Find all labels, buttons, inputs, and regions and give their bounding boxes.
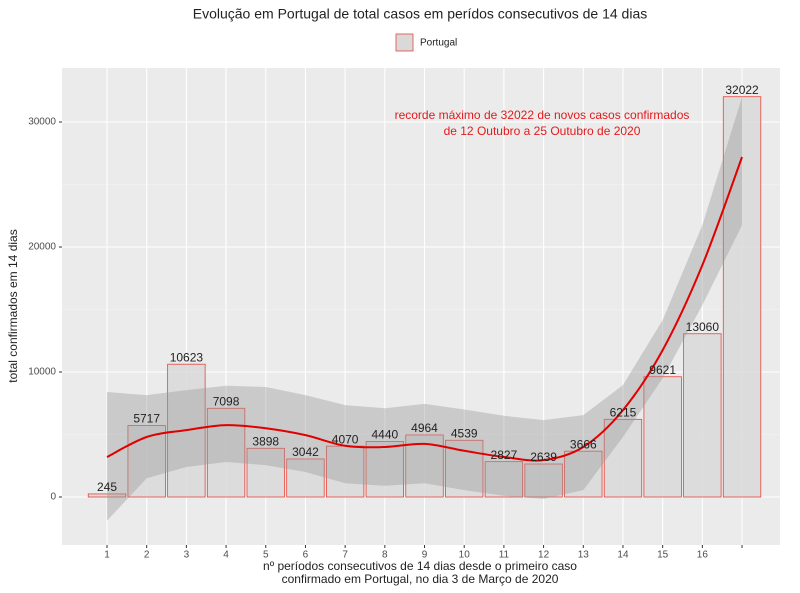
value-label: 2827 (491, 448, 518, 462)
x-tick-label: 7 (342, 550, 348, 561)
bar (325, 445, 365, 498)
value-label: 4440 (371, 428, 398, 442)
bar (643, 376, 682, 498)
value-label: 32022 (725, 83, 759, 97)
x-tick-label: 4 (223, 550, 229, 561)
confidence-band (107, 97, 743, 521)
bar (206, 407, 246, 498)
value-label: 2639 (530, 450, 557, 464)
value-label: 3898 (252, 434, 279, 448)
x-tick-label: 8 (382, 550, 388, 561)
annotation: de 12 Outubro a 25 Outubro de 2020 (444, 124, 641, 138)
x-tick-label: 6 (303, 550, 309, 561)
bar (484, 461, 524, 498)
y-tick-label: 0 (50, 492, 56, 503)
value-label: 10623 (170, 350, 204, 364)
value-label: 5717 (133, 412, 160, 426)
x-tick-label: 1 (104, 550, 110, 561)
value-label: 245 (97, 480, 117, 494)
smooth-line (106, 156, 743, 462)
bar (603, 418, 643, 498)
x-tick-label: 11 (499, 550, 510, 561)
value-label: 3666 (570, 437, 597, 451)
y-axis-title: total confirmados em 14 dias (6, 229, 20, 382)
legend-key (395, 33, 414, 52)
value-label: 9621 (649, 363, 676, 377)
annotation: recorde máximo de 32022 de novos casos c… (395, 108, 690, 122)
x-tick-label: 16 (697, 550, 709, 561)
bar (87, 493, 127, 498)
x-tick-label: 3 (184, 550, 190, 561)
value-label: 4539 (451, 426, 478, 440)
x-tick-label: 12 (538, 550, 550, 561)
x-axis-title: nº períodos consecutivos de 14 dias desd… (263, 559, 577, 573)
value-label: 6215 (610, 405, 637, 419)
value-label: 4070 (332, 432, 359, 446)
x-tick-label: 10 (459, 550, 471, 561)
value-label: 7098 (213, 394, 240, 408)
value-label: 4964 (411, 421, 438, 435)
x-tick-label: 9 (422, 550, 428, 561)
x-axis-title: confirmado em Portugal, no dia 3 de Març… (282, 572, 559, 586)
bar (524, 463, 563, 498)
value-label: 13060 (686, 320, 720, 334)
y-tick-label: 20000 (28, 242, 56, 253)
bar (722, 96, 762, 498)
y-tick-label: 10000 (28, 367, 56, 378)
chart-title: Evolução em Portugal de total casos em p… (193, 6, 647, 22)
legend-label: Portugal (420, 38, 457, 49)
x-tick-label: 14 (617, 550, 629, 561)
x-tick-label: 13 (578, 550, 590, 561)
x-tick-label: 15 (657, 550, 669, 561)
bar (365, 441, 404, 498)
marks (87, 96, 762, 521)
value-label: 3042 (292, 445, 319, 459)
bar (445, 439, 484, 498)
bar (286, 458, 325, 498)
bar (564, 450, 603, 498)
x-tick-label: 5 (263, 550, 269, 561)
y-tick-label: 30000 (28, 117, 56, 128)
x-tick-label: 2 (144, 550, 150, 561)
bar (683, 333, 722, 498)
bar (246, 447, 285, 498)
